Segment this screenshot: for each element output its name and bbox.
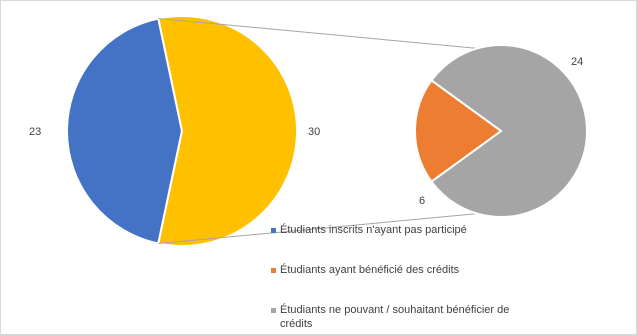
legend-swatch-ne-pouvant: [271, 308, 276, 313]
legend-label-beneficie: Étudiants ayant bénéficié des crédits: [280, 264, 460, 276]
legend-item-inscrits: Étudiants inscrits n'ayant pas participé: [271, 223, 540, 237]
pie-slice-beneficie: [414, 79, 503, 183]
data-label-autres: 30: [308, 126, 320, 138]
pie-slice-inscrits: [66, 17, 184, 245]
pie-slice-autres: [157, 15, 298, 247]
data-label-inscrits: 23: [29, 126, 41, 138]
legend-item-beneficie: Étudiants ayant bénéficié des crédits: [271, 263, 540, 277]
connector-line-bottom: [158, 213, 478, 245]
legend-item-ne-pouvant: Étudiants ne pouvant / souhaitant bénéfi…: [271, 303, 540, 331]
data-label-ne-pouvant: 24: [571, 56, 583, 68]
legend-swatch-beneficie: [271, 268, 276, 273]
legend-label-inscrits: Étudiants inscrits n'ayant pas participé: [280, 224, 467, 236]
data-label-beneficie: 6: [419, 195, 425, 207]
connector-line-top: [158, 17, 478, 49]
legend-label-ne-pouvant: Étudiants ne pouvant / souhaitant bénéfi…: [280, 304, 510, 330]
pie-slice-ne-pouvant: [430, 44, 588, 218]
legend-swatch-inscrits: [271, 228, 276, 233]
